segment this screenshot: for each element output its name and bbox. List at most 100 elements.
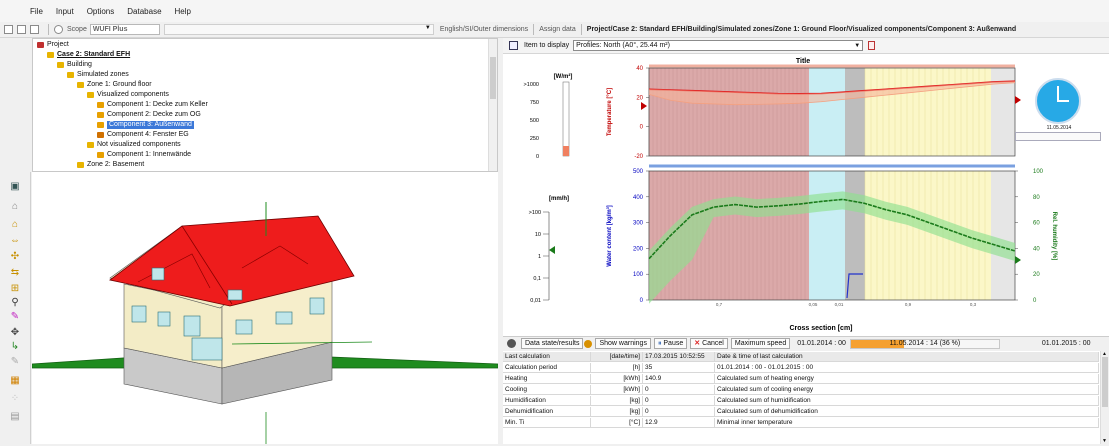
- scope-dropdown[interactable]: ▼: [163, 24, 434, 35]
- tree-item[interactable]: Component 1: Decke zum Keller: [97, 101, 208, 109]
- tree-scrollbar[interactable]: [488, 39, 497, 171]
- tree-item-label: Simulated zones: [77, 71, 129, 78]
- dots-icon[interactable]: ⁘: [10, 393, 20, 404]
- grid-icon[interactable]: ⊞: [10, 283, 20, 294]
- table-cell-unit: [date/time]: [591, 352, 643, 362]
- gear-icon[interactable]: [507, 339, 516, 348]
- table-cell-unit: [h]: [591, 363, 643, 373]
- y2-axis-label: Rel. humidity [%]: [1051, 212, 1057, 261]
- tree-item[interactable]: Zone 1: Ground floor: [77, 81, 152, 89]
- tree-item[interactable]: Component 4: Fenster EG: [97, 131, 189, 139]
- move-icon[interactable]: ✥: [10, 327, 20, 338]
- item-select[interactable]: Profiles: North (A0°, 25.44 m²) ▼: [573, 40, 864, 51]
- units-label[interactable]: English/SI/Outer dimensions: [439, 26, 529, 33]
- y-axis-label: Temperature [°C]: [607, 88, 613, 136]
- max-speed-button[interactable]: Maximum speed: [730, 338, 791, 349]
- table-row[interactable]: Last calculation [date/time] 17.03.2015 10…: [503, 352, 1099, 362]
- assign-data-link[interactable]: Assign data: [539, 26, 576, 33]
- progress-start: 01.01.2014 : 00: [797, 340, 846, 347]
- menu-file[interactable]: File: [30, 6, 43, 16]
- show-warnings-button[interactable]: Show warnings: [595, 338, 651, 349]
- tree-item[interactable]: Component 1: Innenwände: [97, 151, 191, 159]
- arrow-icon[interactable]: ↳: [10, 341, 20, 352]
- building-icon[interactable]: ⌂: [11, 219, 19, 230]
- tree-item-label: Zone 2: Basement: [87, 161, 145, 168]
- info-icon[interactable]: [54, 25, 63, 34]
- tree-item[interactable]: Component 3: Außenwand: [97, 121, 194, 129]
- document-icon[interactable]: ▤: [10, 411, 20, 422]
- table-row[interactable]: Dehumidification [kg] 0 Calculated sum of d…: [503, 407, 1099, 417]
- pause-label: Pause: [663, 340, 684, 347]
- tree-item[interactable]: Component 2: Decke zum OG: [97, 111, 201, 119]
- table-cell-unit: [°C]: [591, 418, 643, 428]
- tree-item-label: Not visualized components: [97, 141, 181, 148]
- side-scale-tick: 0,01: [530, 298, 541, 304]
- tree-node-icon: [87, 142, 94, 148]
- table-row[interactable]: Humidification [kg] 0 Calculated sum of hum…: [503, 396, 1099, 406]
- menu-database[interactable]: Database: [127, 6, 162, 16]
- tree-node-icon: [87, 92, 94, 98]
- table-cell-label: Calculation period: [503, 363, 591, 373]
- tree-item[interactable]: Not visualized components: [87, 141, 181, 149]
- table-cell-unit: [kWh]: [591, 385, 643, 395]
- open-icon[interactable]: [17, 25, 26, 34]
- tree-node-icon: [67, 72, 74, 78]
- project-tree[interactable]: Project Case 2: Standard EFH Building Simul…: [32, 38, 498, 172]
- toolbar-separator: [48, 24, 49, 35]
- tree-item[interactable]: Building: [57, 61, 92, 69]
- x-tick-label: 0,7: [716, 302, 723, 307]
- x-axis-label: Cross section [cm]: [789, 325, 852, 332]
- table-scrollbar[interactable]: ▲ ▼: [1100, 351, 1109, 444]
- scope-input[interactable]: WUFI Plus: [89, 24, 160, 35]
- chevron-up-icon: ▲: [1102, 351, 1107, 357]
- tree-node-icon: [97, 102, 104, 108]
- table-row[interactable]: Calculation period [h] 35 01.01.2014 : 00 -…: [503, 363, 1099, 373]
- top-plot-layers: [648, 67, 1016, 157]
- export-icon[interactable]: [868, 41, 876, 50]
- flip-icon[interactable]: ⇆: [10, 267, 20, 278]
- table-row[interactable]: Cooling [kWh] 0 Calculated sum of cooling e…: [503, 385, 1099, 395]
- view-icon[interactable]: ▣: [10, 181, 20, 192]
- table-row[interactable]: Heating [kWh] 140.9 Calculated sum of heati…: [503, 374, 1099, 384]
- data-state-button[interactable]: Data state/results: [521, 338, 584, 349]
- new-icon[interactable]: [4, 25, 13, 34]
- table-cell-label: Last calculation: [503, 352, 591, 362]
- layer-insulation: [809, 171, 845, 300]
- progress-current: 11.05.2014 : 14 (36 %): [889, 339, 961, 347]
- tree-item[interactable]: Simulated zones: [67, 71, 129, 79]
- zoom-icon[interactable]: ⚲: [11, 297, 19, 308]
- tree-item[interactable]: Project: [37, 41, 69, 49]
- pencil-icon[interactable]: ✎: [10, 311, 20, 322]
- y2-tick-label: 20: [1033, 272, 1040, 278]
- humidity-series-line: [648, 198, 1016, 260]
- table-cell-value: 12.9: [643, 418, 715, 428]
- save-icon[interactable]: [30, 25, 39, 34]
- scope-label: Scope: [67, 26, 87, 33]
- x-tick-label: 0,05: [809, 302, 818, 307]
- menu-options[interactable]: Options: [86, 6, 115, 16]
- menu-input[interactable]: Input: [55, 6, 74, 16]
- tree-item[interactable]: Visualized components: [87, 91, 169, 99]
- table-cell-unit: [kWh]: [591, 374, 643, 384]
- table-row[interactable]: Min. Ti [°C] 12.9 Minimal inner temperature: [503, 418, 1099, 428]
- rotate-icon[interactable]: ✣: [10, 251, 20, 262]
- tree-node-icon: [97, 132, 104, 138]
- clock-date: 11.05.2014: [1046, 125, 1072, 131]
- pause-button[interactable]: ⏸ Pause: [653, 338, 688, 349]
- clock-hands: [1057, 86, 1059, 102]
- cancel-label: Cancel: [702, 340, 724, 347]
- tree-item[interactable]: Case 2: Standard EFH: [47, 51, 130, 59]
- zone-icon[interactable]: ⇔: [10, 235, 20, 246]
- panel-icon[interactable]: [509, 41, 518, 50]
- side-scale-tick: 250: [530, 136, 539, 142]
- menu-help[interactable]: Help: [174, 6, 191, 16]
- pen-icon[interactable]: ✎: [10, 356, 20, 367]
- pause-icon: ⏸: [657, 340, 664, 347]
- cancel-button[interactable]: ✕ Cancel: [690, 338, 728, 349]
- toolbar-separator: [533, 24, 535, 35]
- window-icon[interactable]: ▦: [10, 375, 20, 386]
- tree-item[interactable]: Zone 2: Basement: [77, 161, 144, 169]
- 3d-view[interactable]: [31, 172, 499, 444]
- house-outline-icon[interactable]: ⌂: [11, 201, 19, 212]
- tree-node-icon: [77, 162, 84, 168]
